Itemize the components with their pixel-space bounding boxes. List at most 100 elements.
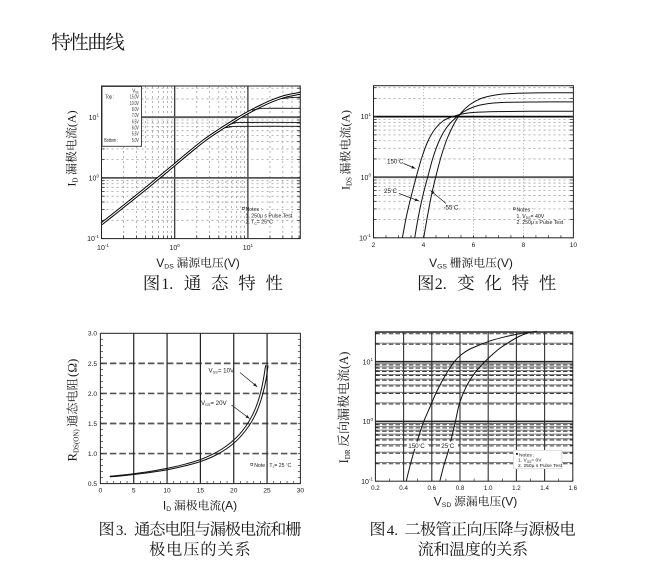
svg-text:1. V: 1. V (518, 458, 527, 464)
svg-text:1.0: 1.0 (88, 451, 97, 458)
svg-text:15.0V: 15.0V (130, 95, 139, 101)
svg-text:150: 150 (408, 443, 419, 450)
svg-text:2.5: 2.5 (88, 361, 97, 368)
svg-text:(A): (A) (221, 499, 237, 513)
svg-text:25: 25 (263, 488, 271, 495)
svg-text:1.6: 1.6 (568, 485, 577, 492)
svg-text:(Ω): (Ω) (65, 359, 80, 377)
svg-text:2. 250μ s Pulse Test: 2. 250μ s Pulse Test (517, 220, 564, 226)
svg-text:0.6: 0.6 (427, 485, 436, 492)
svg-text:0: 0 (368, 173, 371, 178)
svg-text:(A): (A) (337, 352, 351, 369)
svg-text:= 10V: = 10V (218, 367, 235, 374)
svg-text:10: 10 (361, 175, 369, 182)
svg-text:°: ° (397, 158, 399, 163)
svg-text:6.5V: 6.5V (132, 119, 139, 125)
svg-text:10: 10 (89, 176, 97, 183)
svg-text:0: 0 (96, 173, 99, 178)
svg-text:7.0V: 7.0V (132, 113, 139, 119)
svg-text:D: D (166, 506, 171, 513)
svg-text:°: ° (391, 188, 393, 193)
svg-text:GS: GS (213, 371, 219, 375)
svg-text:10: 10 (361, 114, 369, 121)
svg-text:C: C (399, 158, 404, 165)
svg-text:(V): (V) (224, 256, 240, 270)
svg-text:1.5: 1.5 (88, 421, 97, 428)
svg-text:1.0: 1.0 (484, 485, 493, 492)
svg-text:GS: GS (205, 403, 211, 407)
svg-text:3.: 3. (116, 523, 127, 539)
svg-text:= 25: = 25 (274, 463, 284, 469)
svg-text:C: C (393, 188, 398, 195)
svg-text:DS: DS (345, 177, 353, 186)
svg-text:10: 10 (570, 242, 578, 249)
svg-text:1. 250μ s Pulse Test: 1. 250μ s Pulse Test (246, 213, 293, 219)
svg-text:8: 8 (522, 242, 526, 249)
svg-text:GS: GS (527, 460, 532, 464)
svg-text:2. 250μ s Pulse Test: 2. 250μ s Pulse Test (518, 463, 563, 469)
svg-text:2.0: 2.0 (88, 391, 97, 398)
svg-text:25: 25 (384, 188, 391, 195)
svg-text:(V): (V) (501, 495, 517, 509)
svg-text:DR: DR (344, 449, 352, 459)
svg-text:GS: GS (135, 91, 139, 95)
svg-text:10: 10 (359, 235, 367, 242)
svg-text:1: 1 (251, 243, 254, 248)
svg-text:0.5: 0.5 (88, 481, 97, 488)
svg-text:C: C (287, 463, 291, 469)
svg-text:DS: DS (526, 216, 531, 220)
svg-text:1: 1 (370, 357, 373, 362)
svg-text:20: 20 (230, 488, 238, 495)
svg-text:C: C (454, 205, 459, 212)
svg-text:-55: -55 (444, 205, 454, 212)
svg-text:1.2: 1.2 (512, 485, 521, 492)
svg-text:0: 0 (177, 243, 180, 248)
svg-text:5.5V: 5.5V (132, 132, 139, 138)
svg-text:10: 10 (361, 479, 369, 486)
svg-text:6: 6 (472, 242, 476, 249)
svg-text:C: C (254, 222, 257, 226)
svg-text:30: 30 (297, 488, 305, 495)
svg-text:150: 150 (387, 158, 398, 165)
svg-text:0.8: 0.8 (456, 485, 465, 492)
svg-text:1. V: 1. V (517, 214, 527, 220)
svg-text:10: 10 (243, 245, 251, 252)
svg-text:3.0: 3.0 (88, 331, 97, 338)
svg-text:4.: 4. (387, 523, 398, 539)
svg-text:= 20V: = 20V (210, 400, 227, 407)
svg-text:10: 10 (87, 236, 95, 243)
svg-text:4: 4 (422, 242, 426, 249)
svg-text:Notes :: Notes : (519, 452, 535, 458)
svg-text:°: ° (452, 205, 454, 210)
svg-text:1: 1 (96, 113, 99, 118)
svg-text:-1: -1 (105, 243, 110, 248)
svg-text:10: 10 (363, 419, 371, 426)
svg-text:0: 0 (370, 417, 373, 422)
svg-text:V: V (434, 495, 442, 509)
svg-text:1.4: 1.4 (540, 485, 549, 492)
svg-text:C: C (450, 443, 455, 450)
svg-text:-1: -1 (369, 477, 374, 482)
svg-text:15: 15 (197, 488, 205, 495)
svg-text:6.0V: 6.0V (132, 126, 139, 132)
svg-text:2. T: 2. T (246, 220, 256, 226)
svg-text:V: V (209, 367, 214, 374)
svg-text:Note : T: Note : T (254, 463, 273, 469)
svg-text:°: ° (448, 443, 450, 448)
svg-text:GS: GS (437, 264, 447, 271)
svg-text:Notes :: Notes : (517, 208, 533, 214)
svg-text:°: ° (286, 463, 288, 467)
svg-text:Bottom :: Bottom : (104, 138, 118, 144)
svg-text:10: 10 (89, 115, 97, 122)
svg-text:°: ° (419, 443, 421, 448)
svg-text:I: I (65, 183, 79, 187)
svg-text:2.: 2. (435, 276, 447, 293)
svg-text:0.4: 0.4 (399, 485, 408, 492)
svg-text:C: C (420, 443, 425, 450)
svg-text:10: 10 (163, 488, 171, 495)
svg-text:V: V (201, 400, 206, 407)
svg-text:I: I (339, 186, 353, 190)
svg-text:10.0V: 10.0V (130, 101, 139, 107)
svg-text:DS(ON): DS(ON) (72, 429, 80, 453)
svg-text:(A): (A) (339, 110, 353, 127)
